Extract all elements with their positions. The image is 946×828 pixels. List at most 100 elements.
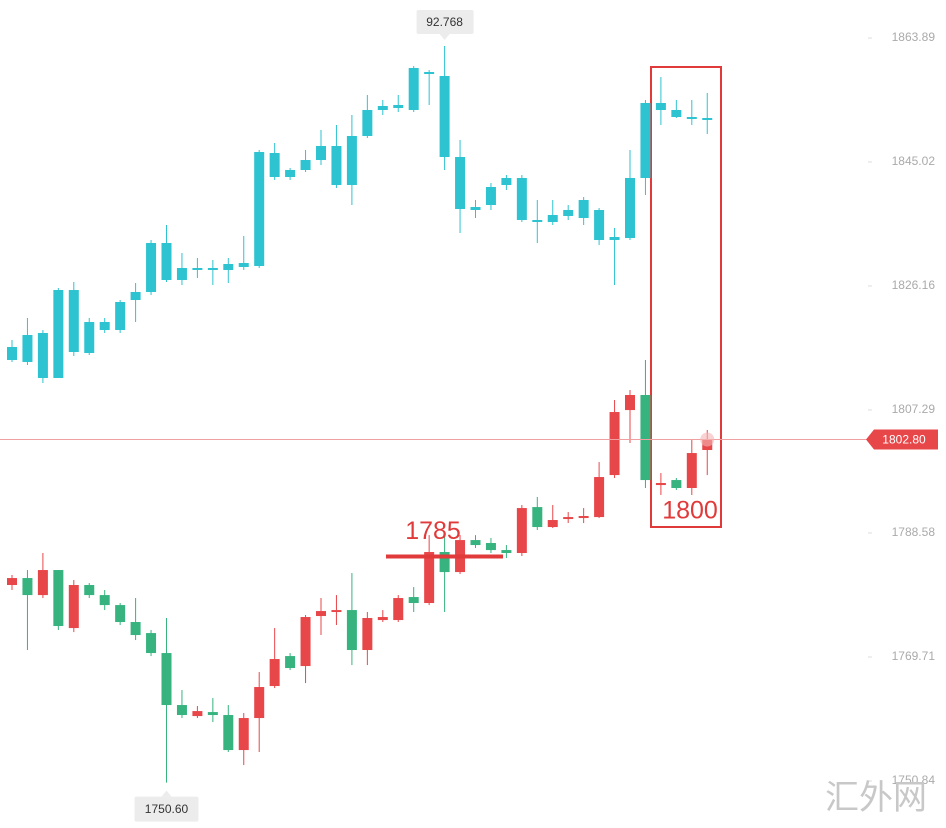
y-tick-label: 1863.89: [892, 30, 936, 44]
candle-body: [238, 263, 249, 267]
candle-body: [331, 610, 342, 613]
candle-body: [686, 117, 697, 119]
candle-body: [578, 200, 589, 218]
candle-body: [316, 611, 326, 617]
candle-body: [269, 153, 280, 177]
candle-body: [686, 453, 697, 489]
candle-body: [192, 268, 203, 270]
candle-body: [671, 110, 682, 117]
candle-body: [161, 653, 172, 706]
candle-body: [22, 578, 33, 596]
watermark: 汇外网: [825, 778, 927, 818]
candle-body: [68, 585, 79, 629]
target-label: 1800: [662, 497, 718, 525]
candle-body: [532, 220, 543, 222]
candle-body: [300, 160, 311, 170]
candle-body: [223, 264, 234, 270]
candle-body: [207, 712, 218, 716]
y-tick-label: 1769.71: [892, 649, 936, 663]
low-callout: 1750.60: [145, 802, 189, 816]
candle-body: [223, 715, 234, 751]
y-tick-label: 1845.02: [892, 154, 936, 168]
candle-body: [161, 243, 172, 280]
candle-body: [377, 617, 388, 621]
candle-body: [625, 178, 635, 238]
candle-body: [99, 595, 110, 606]
candle-body: [501, 178, 512, 185]
candle-body: [609, 412, 620, 476]
candle-body: [254, 152, 265, 266]
callout-pointer: [161, 790, 172, 797]
candle-body: [7, 347, 17, 360]
y-tick-label: 1750.84: [892, 773, 936, 787]
candle-body: [146, 243, 157, 292]
candle-body: [192, 711, 203, 717]
candle-body: [300, 617, 311, 667]
candle-body: [238, 718, 249, 751]
high-callout: 92.768: [426, 15, 463, 29]
candle-body: [84, 322, 95, 353]
candle-body: [254, 687, 265, 719]
candle-body: [331, 146, 342, 185]
candle-body: [146, 633, 157, 654]
candle-body: [362, 110, 373, 136]
candle-body: [609, 237, 620, 240]
candle-body: [316, 146, 326, 160]
callout-box: [416, 10, 474, 34]
candle-body: [439, 76, 450, 157]
candle-body: [269, 659, 280, 687]
candle-body: [563, 210, 574, 216]
candle-body: [640, 395, 651, 481]
candle-body: [424, 552, 435, 604]
candle-body: [115, 605, 126, 623]
candle-body: [640, 103, 651, 178]
candle-body: [22, 335, 33, 362]
candle-body: [68, 290, 79, 352]
last-price-label: 1802.80: [882, 433, 926, 447]
candle-body: [130, 292, 141, 300]
candle-body: [37, 333, 48, 378]
candle-body: [485, 187, 496, 205]
candle-body: [408, 68, 419, 110]
candle-body: [53, 290, 64, 378]
candle-body: [532, 507, 543, 528]
highlight-box: [650, 66, 722, 528]
candle-body: [176, 705, 187, 716]
candle-body: [346, 610, 357, 651]
candle-body: [516, 508, 527, 554]
candle-body: [594, 477, 605, 518]
candle-body: [655, 483, 666, 486]
candle-body: [424, 72, 435, 74]
candle-body: [285, 170, 296, 177]
candle-body: [455, 157, 466, 209]
candle-body: [408, 597, 419, 604]
candle-body: [115, 302, 126, 330]
candle-body: [285, 656, 296, 669]
candle-body: [53, 570, 64, 627]
candle-body: [84, 585, 95, 596]
candle-body: [655, 103, 666, 110]
last-price-tag: [866, 429, 938, 450]
y-tick-label: 1807.29: [892, 402, 936, 416]
candle-body: [547, 520, 558, 528]
candle-body: [625, 395, 635, 411]
candle-body: [470, 540, 481, 546]
candle-body: [7, 578, 17, 586]
candle-body: [130, 622, 141, 636]
candle-body: [393, 598, 404, 621]
y-tick-label: 1826.16: [892, 278, 936, 292]
candle-body: [99, 322, 110, 330]
candle-body: [439, 552, 450, 573]
candle-body: [37, 570, 48, 596]
candle-body: [393, 105, 404, 108]
candle-body: [485, 543, 496, 551]
candle-body: [702, 118, 713, 120]
candle-body: [578, 516, 589, 519]
level-label: 1785: [405, 517, 461, 545]
candle-body: [516, 178, 527, 220]
candle-body: [563, 517, 574, 520]
candle-body: [501, 550, 512, 554]
candle-body: [671, 480, 682, 489]
candle-body: [594, 210, 605, 240]
